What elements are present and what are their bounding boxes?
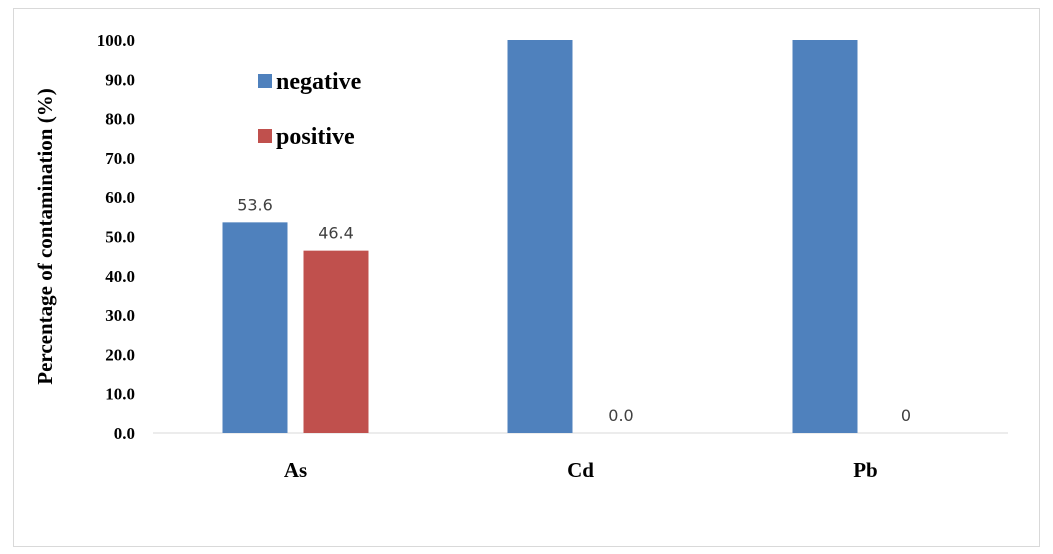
y-tick-label: 80.0	[105, 110, 135, 129]
x-tick-label: As	[284, 458, 307, 482]
y-tick-label: 0.0	[114, 424, 135, 443]
x-tick-label: Cd	[567, 458, 594, 482]
y-tick-label: 40.0	[105, 267, 135, 286]
legend-swatch-negative	[258, 74, 272, 88]
y-axis-title: Percentage of contamination (%)	[33, 88, 57, 384]
legend-label-negative: negative	[276, 69, 362, 95]
bar-negative-Cd	[507, 40, 573, 433]
bar-negative-Pb	[792, 40, 858, 433]
y-tick-label: 70.0	[105, 149, 135, 168]
y-tick-label: 60.0	[105, 188, 135, 207]
x-tick-label: Pb	[853, 458, 878, 482]
y-tick-label: 50.0	[105, 228, 135, 247]
y-tick-label: 20.0	[105, 345, 135, 364]
bar-positive-As	[303, 250, 369, 433]
y-tick-label: 10.0	[105, 385, 135, 404]
bar-negative-As	[222, 222, 288, 433]
y-tick-label: 30.0	[105, 306, 135, 325]
y-tick-label: 90.0	[105, 70, 135, 89]
data-label: 46.4	[318, 224, 354, 243]
legend-swatch-positive	[258, 129, 272, 143]
data-label: 0.0	[608, 406, 633, 425]
legend-label-positive: positive	[276, 124, 355, 150]
data-label: 53.6	[237, 195, 273, 214]
y-tick-label: 100.0	[97, 31, 135, 50]
data-label: 0	[901, 406, 911, 425]
